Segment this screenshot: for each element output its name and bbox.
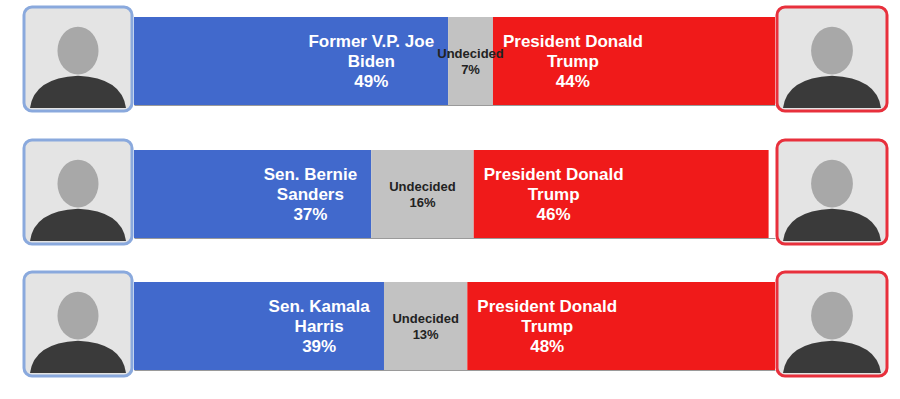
segment-label: Former V.P. JoeBiden49% (308, 32, 434, 91)
portrait-box (24, 272, 132, 376)
portrait-head (811, 27, 853, 75)
candidate-name: Undecided (392, 311, 459, 326)
bars (134, 282, 775, 370)
bar-segment (493, 17, 775, 105)
bar-segment (134, 17, 448, 105)
portrait-head (57, 292, 98, 340)
candidate-name: Sen. KamalaHarris (269, 297, 371, 336)
bar-segment (134, 282, 384, 370)
portrait-head (811, 160, 853, 208)
segment-label: Undecided16% (389, 179, 456, 210)
bars (134, 150, 769, 238)
candidate-name: Sen. BernieSanders (264, 165, 358, 204)
portrait-frame (24, 7, 132, 111)
axis-line (135, 370, 776, 371)
segment-label: Sen. BernieSanders37% (264, 165, 358, 224)
portrait-frame (777, 272, 887, 376)
x-axis (135, 105, 776, 106)
portrait-box (24, 140, 132, 244)
portrait-frame (24, 272, 132, 376)
portrait-frame (777, 7, 887, 111)
matchup-row: Sen. BernieSanders37% Undecided16% Preside… (24, 140, 887, 244)
bar-segment (474, 150, 769, 238)
percent-label: 48% (530, 337, 564, 356)
percent-label: 46% (537, 205, 571, 224)
x-axis (135, 238, 776, 239)
bar-segment (384, 282, 467, 370)
portrait-head (57, 27, 98, 75)
candidate-name: President DonaldTrump (484, 165, 624, 204)
bar-segment (371, 150, 474, 238)
portrait-shoulders (783, 341, 881, 373)
portrait-frame (24, 140, 132, 244)
percent-label: 49% (354, 72, 388, 91)
axis-line (135, 105, 776, 106)
matchup-row: Sen. KamalaHarris39% Undecided13% Presiden… (24, 272, 887, 376)
candidate-name: President DonaldTrump (477, 297, 617, 336)
portrait-box (24, 7, 132, 111)
portrait-box (777, 140, 887, 244)
bars (134, 17, 775, 105)
data-labels: Sen. KamalaHarris39% Undecided13% Presiden… (269, 297, 618, 356)
portrait-head (57, 160, 98, 208)
percent-label: 44% (556, 72, 590, 91)
axis-line (135, 238, 776, 239)
portrait-shoulders (30, 209, 126, 241)
portrait-shoulders (783, 209, 881, 241)
percent-label: 37% (293, 205, 327, 224)
x-axis (135, 370, 776, 371)
portrait-box (777, 7, 887, 111)
segment-label: President DonaldTrump46% (484, 165, 624, 224)
segment-label: President DonaldTrump44% (503, 32, 643, 91)
data-labels: Sen. BernieSanders37% Undecided16% Preside… (264, 165, 624, 224)
portrait-shoulders (30, 76, 126, 108)
candidate-name: Undecided (389, 179, 456, 194)
portrait-box (777, 272, 887, 376)
data-labels: Former V.P. JoeBiden49%Undecided7%Presid… (308, 32, 642, 91)
segment-label: Undecided13% (392, 311, 459, 342)
candidate-name: Undecided (437, 46, 504, 61)
matchup-row: Former V.P. JoeBiden49%Undecided7%Presid… (24, 7, 887, 111)
portrait-shoulders (783, 76, 881, 108)
bar-segment (467, 282, 775, 370)
portrait-frame (777, 140, 887, 244)
bar-segment (448, 17, 493, 105)
candidate-name: Former V.P. JoeBiden (308, 32, 434, 71)
portrait-shoulders (30, 341, 126, 373)
percent-label: 16% (409, 195, 435, 210)
segment-label: Undecided7% (437, 46, 504, 77)
candidate-name: President DonaldTrump (503, 32, 643, 71)
percent-label: 39% (302, 337, 336, 356)
percent-label: 13% (413, 327, 439, 342)
segment-label: President DonaldTrump48% (477, 297, 617, 356)
portrait-head (811, 292, 853, 340)
bar-segment (134, 150, 371, 238)
percent-label: 7% (461, 62, 480, 77)
segment-label: Sen. KamalaHarris39% (269, 297, 371, 356)
chart-canvas: Former V.P. JoeBiden49%Undecided7%Presid… (0, 0, 900, 399)
